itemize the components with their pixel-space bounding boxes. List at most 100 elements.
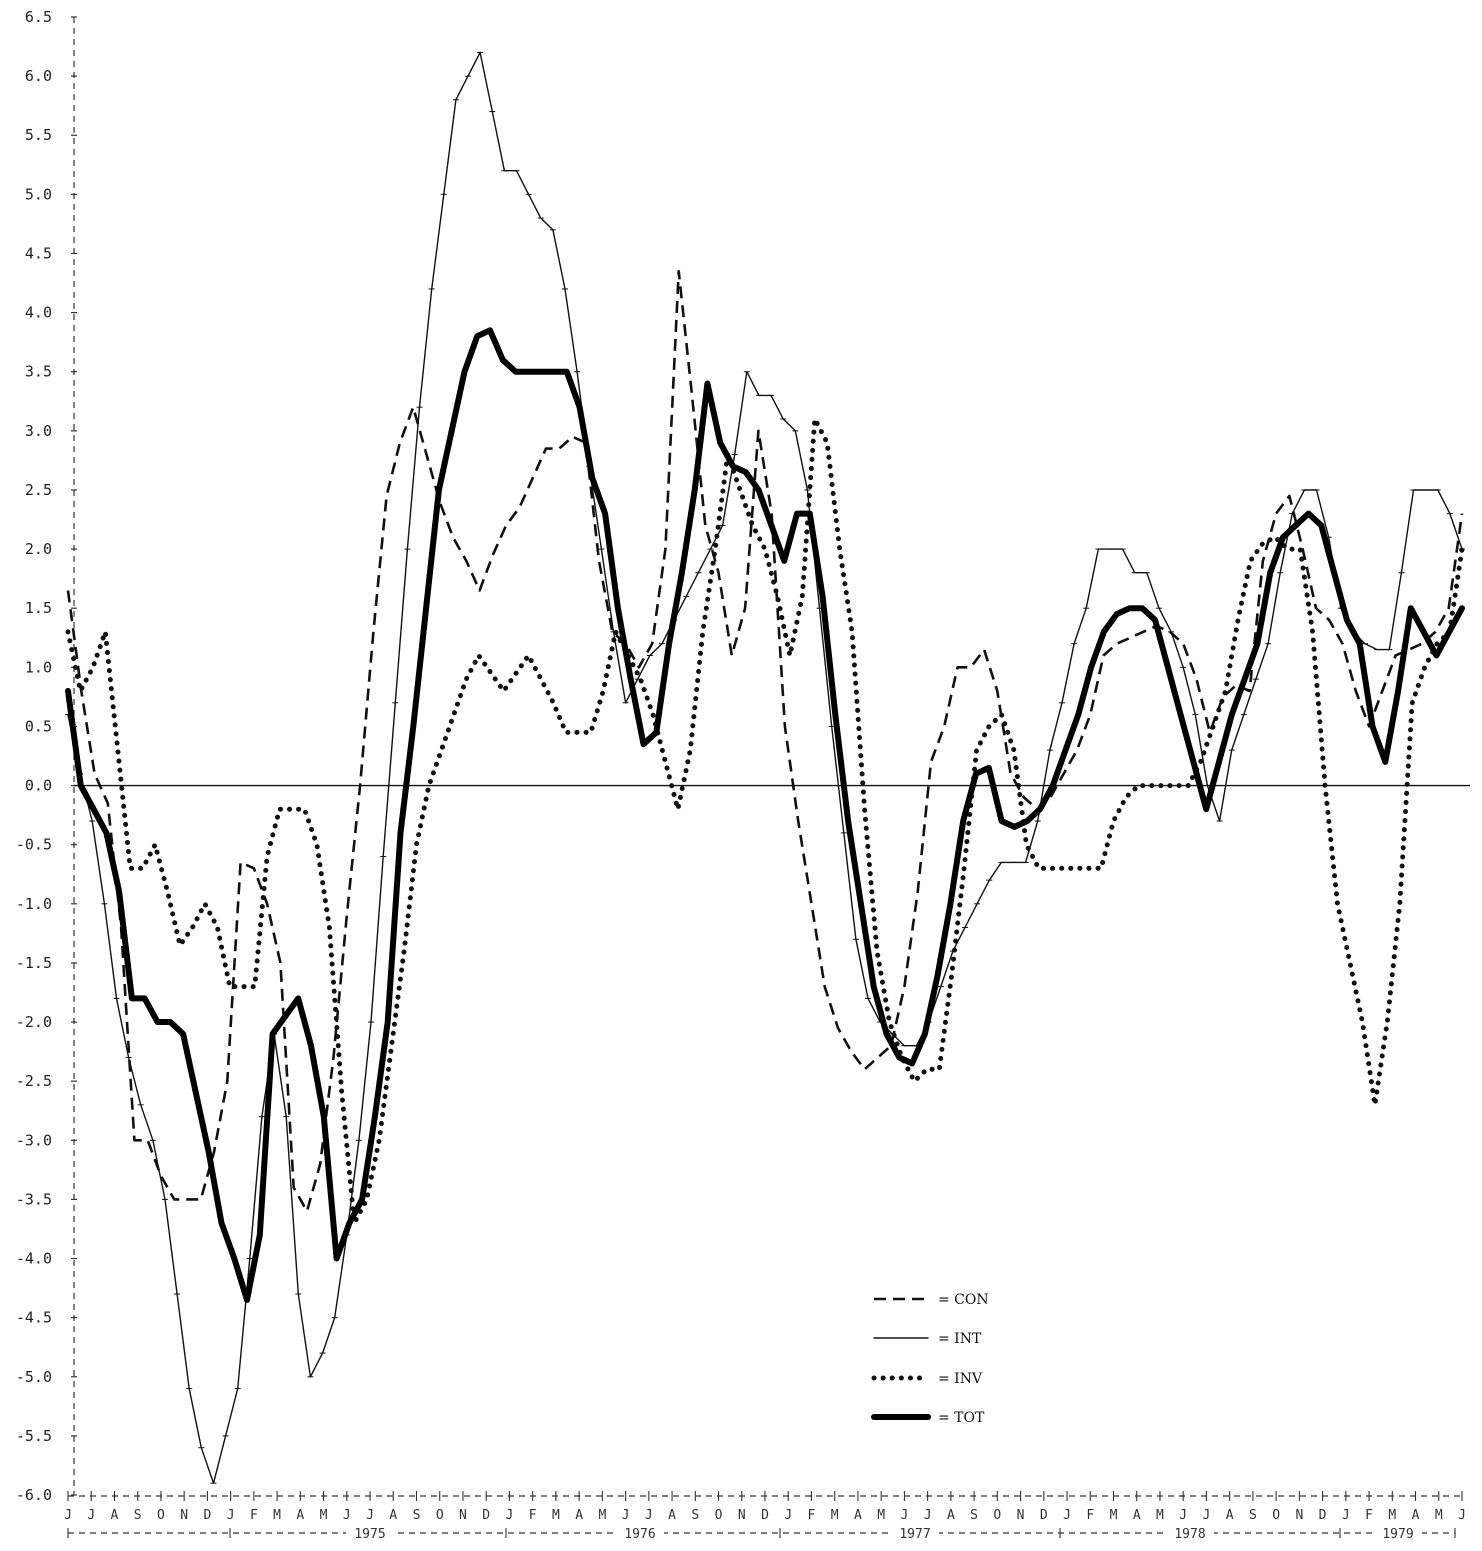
year-label-bg <box>1166 1525 1214 1541</box>
month-label: F <box>250 1508 258 1523</box>
month-label: M <box>1435 1508 1443 1523</box>
month-label: J <box>1458 1508 1466 1523</box>
y-tick-label: -4.5 <box>16 1309 52 1327</box>
month-label: O <box>157 1508 165 1523</box>
month-label: N <box>180 1508 188 1523</box>
month-label: A <box>389 1508 397 1523</box>
month-label: M <box>598 1508 606 1523</box>
month-label: J <box>645 1508 653 1523</box>
month-label: O <box>436 1508 444 1523</box>
month-label: A <box>1226 1508 1234 1523</box>
month-label: S <box>691 1508 699 1523</box>
month-label: M <box>877 1508 885 1523</box>
month-label: N <box>1017 1508 1025 1523</box>
month-label: O <box>715 1508 723 1523</box>
month-label: A <box>575 1508 583 1523</box>
month-label: S <box>413 1508 421 1523</box>
series-layer <box>65 51 1465 1484</box>
month-label: J <box>87 1508 95 1523</box>
month-label: A <box>296 1508 304 1523</box>
legend-label-inv: = INV <box>938 1371 983 1387</box>
month-label: J <box>1342 1508 1350 1523</box>
month-label: A <box>668 1508 676 1523</box>
y-tick-label: -6.0 <box>16 1486 52 1504</box>
year-label-bg <box>891 1525 939 1541</box>
y-tick-label: 1.0 <box>25 658 52 676</box>
y-tick-label: -0.5 <box>16 836 52 854</box>
y-tick-label: 4.5 <box>25 244 52 262</box>
series-line-con <box>66 269 1464 1213</box>
month-label: A <box>1412 1508 1420 1523</box>
month-label: A <box>111 1508 119 1523</box>
year-label-bg <box>1374 1525 1422 1541</box>
month-label: J <box>506 1508 514 1523</box>
y-tick-label: -5.0 <box>16 1368 52 1386</box>
month-label: M <box>1156 1508 1164 1523</box>
series-markers-int <box>65 51 1465 1484</box>
month-label: N <box>738 1508 746 1523</box>
month-label: O <box>1272 1508 1280 1523</box>
month-label: M <box>1110 1508 1118 1523</box>
month-label: D <box>1040 1508 1048 1523</box>
year-label: 1978 <box>1174 1527 1205 1542</box>
month-label: D <box>1319 1508 1327 1523</box>
y-tick-label: 1.5 <box>25 599 52 617</box>
month-label: J <box>900 1508 908 1523</box>
y-tick-label: -5.5 <box>16 1427 52 1445</box>
month-label: J <box>366 1508 374 1523</box>
month-label: N <box>459 1508 467 1523</box>
year-label: 1975 <box>354 1527 385 1542</box>
year-label: 1979 <box>1382 1527 1413 1542</box>
y-tick-label: 5.0 <box>25 185 52 203</box>
y-tick-label: 0.5 <box>25 717 52 735</box>
year-label-bg <box>616 1525 664 1541</box>
month-label: J <box>1179 1508 1187 1523</box>
y-tick-label: -1.0 <box>16 895 52 913</box>
legend-label-tot: = TOT <box>938 1410 985 1426</box>
month-label: M <box>273 1508 281 1523</box>
year-label-bg <box>346 1525 394 1541</box>
month-label: J <box>784 1508 792 1523</box>
month-label: M <box>1388 1508 1396 1523</box>
series-line-inv <box>65 416 1465 1226</box>
y-tick-label: -3.0 <box>16 1131 52 1149</box>
y-axis: 6.5 6.0 5.5 5.0 4.5 4.0 3.5 3.0 2.5 2.0 1.5 1.0 0.5 0… <box>16 8 1470 1504</box>
legend-label-int: = INT <box>938 1331 982 1347</box>
month-label: D <box>761 1508 769 1523</box>
y-tick-label: 3.5 <box>25 363 52 381</box>
month-label: A <box>947 1508 955 1523</box>
month-label: J <box>924 1508 932 1523</box>
month-label: O <box>993 1508 1001 1523</box>
y-tick-label: -2.5 <box>16 1072 52 1090</box>
month-label: M <box>552 1508 560 1523</box>
month-label: S <box>970 1508 978 1523</box>
month-label: F <box>1086 1508 1094 1523</box>
legend: = CON = INT = INV = TOT <box>871 1292 989 1426</box>
month-label: S <box>134 1508 142 1523</box>
y-tick-label: 5.5 <box>25 126 52 144</box>
month-label: M <box>831 1508 839 1523</box>
y-tick-label: 2.0 <box>25 540 52 558</box>
y-tick-label: -4.0 <box>16 1250 52 1268</box>
y-tick-label: 6.5 <box>25 8 52 26</box>
month-label: D <box>203 1508 211 1523</box>
month-label: J <box>64 1508 72 1523</box>
y-tick-label: -2.0 <box>16 1013 52 1031</box>
year-label: 1976 <box>624 1527 655 1542</box>
month-label: J <box>227 1508 235 1523</box>
legend-label-con: = CON <box>938 1292 989 1308</box>
month-label: J <box>622 1508 630 1523</box>
month-label: D <box>482 1508 490 1523</box>
y-tick-label: -3.5 <box>16 1190 52 1208</box>
month-label: F <box>1365 1508 1373 1523</box>
month-label: S <box>1249 1508 1257 1523</box>
y-tick-label: 2.5 <box>25 481 52 499</box>
month-label: F <box>529 1508 537 1523</box>
month-label: J <box>343 1508 351 1523</box>
series-line-tot <box>65 327 1465 1303</box>
y-tick-label: 0.0 <box>25 777 52 795</box>
y-tick-label: 4.0 <box>25 304 52 322</box>
month-label: F <box>808 1508 816 1523</box>
